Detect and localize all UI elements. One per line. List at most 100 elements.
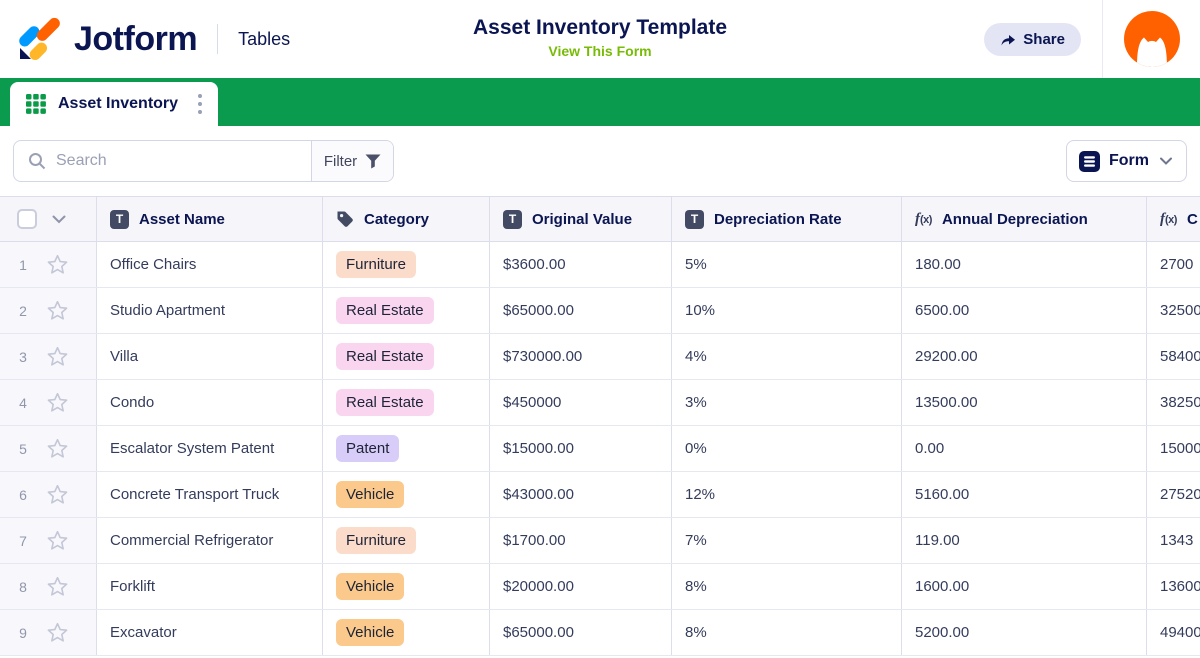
table-row: 2 Studio Apartment Real Estate $65000.00 10… [0, 288, 1200, 334]
cell-asset-name[interactable]: Office Chairs [97, 242, 323, 287]
table-row: 3 Villa Real Estate $730000.00 4% 29200.00 58… [0, 334, 1200, 380]
column-header-annual_depreciation[interactable]: f(x) Annual Depreciation [902, 197, 1147, 241]
row-number: 3 [19, 348, 27, 365]
cell-original-value[interactable]: $20000.00 [490, 564, 672, 609]
cell-current-value[interactable]: 32500 [1147, 288, 1200, 333]
cell-category[interactable]: Patent [323, 426, 490, 471]
cell-current-value[interactable]: 13600 [1147, 564, 1200, 609]
cell-current-value[interactable]: 2700 [1147, 242, 1200, 287]
cell-original-value[interactable]: $450000 [490, 380, 672, 425]
cell-category[interactable]: Furniture [323, 518, 490, 563]
tab-menu-dots-icon[interactable] [194, 90, 206, 118]
cell-asset-name[interactable]: Condo [97, 380, 323, 425]
cell-depreciation-rate[interactable]: 12% [672, 472, 902, 517]
filter-button[interactable]: Filter [311, 141, 393, 181]
select-all-cell [0, 197, 97, 241]
table-row: 1 Office Chairs Furniture $3600.00 5% 180.00… [0, 242, 1200, 288]
cell-asset-name[interactable]: Commercial Refrigerator [97, 518, 323, 563]
cell-depreciation-rate[interactable]: 5% [672, 242, 902, 287]
star-icon[interactable] [46, 391, 69, 414]
category-badge: Patent [336, 435, 400, 462]
cell-annual-depreciation[interactable]: 119.00 [902, 518, 1147, 563]
star-icon[interactable] [46, 575, 69, 598]
cell-category[interactable]: Real Estate [323, 288, 490, 333]
avatar[interactable] [1124, 11, 1180, 67]
column-header-original_value[interactable]: T Original Value [490, 197, 672, 241]
cell-annual-depreciation[interactable]: 0.00 [902, 426, 1147, 471]
star-icon[interactable] [46, 253, 69, 276]
cell-category[interactable]: Vehicle [323, 472, 490, 517]
star-icon[interactable] [46, 299, 69, 322]
cell-annual-depreciation[interactable]: 180.00 [902, 242, 1147, 287]
cell-original-value[interactable]: $15000.00 [490, 426, 672, 471]
star-icon[interactable] [46, 345, 69, 368]
column-header-label: Depreciation Rate [714, 210, 842, 228]
table-row: 7 Commercial Refrigerator Furniture $1700.… [0, 518, 1200, 564]
search-input[interactable] [56, 152, 276, 170]
cell-current-value[interactable]: 15000 [1147, 426, 1200, 471]
cell-depreciation-rate[interactable]: 0% [672, 426, 902, 471]
column-header-label: Category [364, 210, 430, 228]
column-header-category[interactable]: Category [323, 197, 490, 241]
formula-icon: f(x) [915, 211, 932, 227]
cell-category[interactable]: Real Estate [323, 380, 490, 425]
star-icon[interactable] [46, 529, 69, 552]
cell-annual-depreciation[interactable]: 1600.00 [902, 564, 1147, 609]
cell-depreciation-rate[interactable]: 7% [672, 518, 902, 563]
cell-current-value[interactable]: 38250 [1147, 380, 1200, 425]
column-header-depreciation_rate[interactable]: T Depreciation Rate [672, 197, 902, 241]
share-button[interactable]: Share [984, 23, 1081, 56]
cell-annual-depreciation[interactable]: 5160.00 [902, 472, 1147, 517]
cell-original-value[interactable]: $43000.00 [490, 472, 672, 517]
cell-original-value[interactable]: $3600.00 [490, 242, 672, 287]
cell-category[interactable]: Vehicle [323, 610, 490, 655]
formula-icon: f(x) [1160, 211, 1177, 227]
cell-category[interactable]: Furniture [323, 242, 490, 287]
tab-asset-inventory[interactable]: Asset Inventory [10, 82, 218, 126]
star-icon[interactable] [46, 483, 69, 506]
category-badge: Real Estate [336, 297, 434, 324]
cell-asset-name[interactable]: Concrete Transport Truck [97, 472, 323, 517]
cell-original-value[interactable]: $65000.00 [490, 288, 672, 333]
share-label: Share [1023, 31, 1065, 48]
cell-annual-depreciation[interactable]: 6500.00 [902, 288, 1147, 333]
star-icon[interactable] [46, 621, 69, 644]
cell-current-value[interactable]: 1343 [1147, 518, 1200, 563]
star-icon[interactable] [46, 437, 69, 460]
column-header-asset_name[interactable]: T Asset Name [97, 197, 323, 241]
cell-original-value[interactable]: $1700.00 [490, 518, 672, 563]
column-header-current_value[interactable]: f(x) C [1147, 197, 1200, 241]
sheet-tab-bar: Asset Inventory [0, 78, 1200, 126]
cell-annual-depreciation[interactable]: 13500.00 [902, 380, 1147, 425]
row-select-cell: 3 [0, 334, 97, 379]
table-row: 5 Escalator System Patent Patent $15000.00… [0, 426, 1200, 472]
select-all-checkbox[interactable] [17, 209, 37, 229]
cell-category[interactable]: Real Estate [323, 334, 490, 379]
cell-annual-depreciation[interactable]: 5200.00 [902, 610, 1147, 655]
cell-original-value[interactable]: $730000.00 [490, 334, 672, 379]
view-this-form-link[interactable]: View This Form [548, 43, 652, 59]
cell-asset-name[interactable]: Escalator System Patent [97, 426, 323, 471]
filter-label: Filter [323, 152, 358, 170]
cell-asset-name[interactable]: Studio Apartment [97, 288, 323, 333]
cell-depreciation-rate[interactable]: 10% [672, 288, 902, 333]
cell-original-value[interactable]: $65000.00 [490, 610, 672, 655]
form-view-button[interactable]: Form [1066, 140, 1187, 182]
cell-depreciation-rate[interactable]: 3% [672, 380, 902, 425]
header-chevron-down-icon[interactable] [52, 215, 66, 224]
row-select-cell: 5 [0, 426, 97, 471]
cell-asset-name[interactable]: Forklift [97, 564, 323, 609]
cell-depreciation-rate[interactable]: 8% [672, 610, 902, 655]
category-badge: Furniture [336, 527, 417, 554]
logo[interactable]: Jotform Tables [16, 16, 290, 62]
cell-depreciation-rate[interactable]: 4% [672, 334, 902, 379]
cell-category[interactable]: Vehicle [323, 564, 490, 609]
cell-current-value[interactable]: 49400 [1147, 610, 1200, 655]
cell-depreciation-rate[interactable]: 8% [672, 564, 902, 609]
cell-annual-depreciation[interactable]: 29200.00 [902, 334, 1147, 379]
cell-asset-name[interactable]: Villa [97, 334, 323, 379]
row-select-cell: 8 [0, 564, 97, 609]
cell-current-value[interactable]: 27520 [1147, 472, 1200, 517]
cell-asset-name[interactable]: Excavator [97, 610, 323, 655]
cell-current-value[interactable]: 58400 [1147, 334, 1200, 379]
